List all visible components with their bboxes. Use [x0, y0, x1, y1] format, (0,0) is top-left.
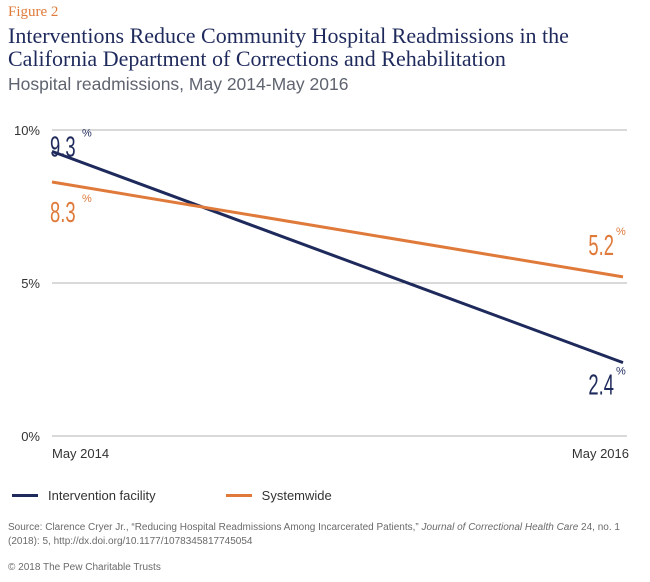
copyright: © 2018 The Pew Charitable Trusts: [8, 562, 161, 573]
series-line-1: [51, 180, 624, 279]
data-label: 2.4: [588, 370, 614, 402]
y-tick-label: 10%: [14, 123, 40, 138]
data-label: 9.3: [50, 131, 76, 163]
figure-label: Figure 2: [8, 4, 59, 20]
y-tick-label: 0%: [21, 429, 40, 444]
data-label-unit: %: [616, 226, 626, 238]
source-prefix: Source: Clarence Cryer Jr., “Reducing Ho…: [8, 522, 422, 533]
series-line-0: [51, 149, 624, 365]
legend-swatch-systemwide: [225, 494, 252, 497]
source-journal: Journal of Correctional Health Care: [421, 522, 579, 533]
legend-item-intervention: Intervention facility: [12, 488, 156, 503]
legend-swatch-intervention: [12, 494, 38, 497]
data-label: 5.2: [588, 230, 614, 262]
data-label-unit: %: [616, 366, 626, 378]
chart-title: Interventions Reduce Community Hospital …: [8, 23, 569, 71]
source-suffix: 24, no. 1 (2018): 5, http://dx.doi.org/1…: [8, 522, 620, 547]
y-tick-label: 5%: [21, 276, 40, 291]
chart-subtitle: Hospital readmissions, May 2014-May 2016: [8, 74, 349, 94]
data-label: 8.3: [50, 197, 76, 229]
x-tick-label: May 2014: [52, 446, 109, 461]
legend-label-intervention: Intervention facility: [48, 488, 156, 503]
data-label-unit: %: [82, 127, 92, 139]
data-label-unit: %: [82, 193, 92, 205]
source-note: Source: Clarence Cryer Jr., “Reducing Ho…: [8, 521, 636, 549]
legend-label-systemwide: Systemwide: [261, 488, 332, 503]
chart-legend: Intervention facility Systemwide: [12, 488, 402, 503]
legend-item-systemwide: Systemwide: [225, 488, 332, 503]
x-tick-label: May 2016: [572, 446, 629, 461]
